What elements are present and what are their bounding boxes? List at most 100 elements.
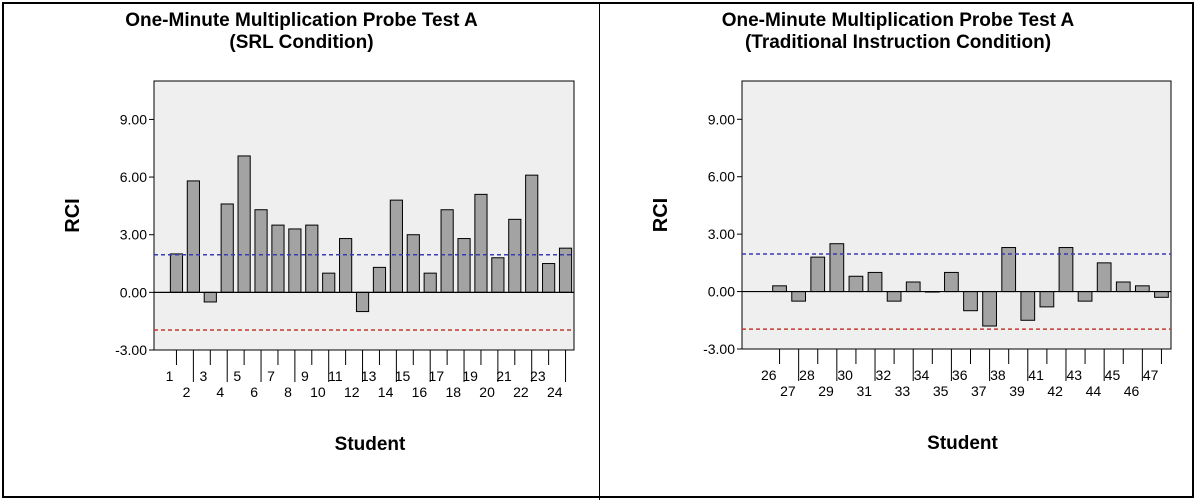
x-tick-label: 6 [250, 384, 258, 400]
bar [508, 218, 522, 293]
x-tick-label: 20 [479, 384, 495, 400]
x-axis-title: Student [335, 434, 406, 455]
y-tick-label: 9.00 [708, 111, 735, 127]
bar [1154, 291, 1169, 298]
y-tick-label: 9.00 [120, 111, 147, 127]
y-tick-label: 0.00 [708, 284, 735, 300]
plot-area [741, 80, 1172, 350]
x-tick-label: 31 [856, 383, 872, 399]
bar [271, 224, 285, 293]
bar [355, 291, 370, 313]
srl-chart-panel: One-Minute Multiplication Probe Test A (… [4, 4, 600, 500]
bar [237, 155, 251, 293]
x-tick-label: 23 [530, 368, 546, 384]
x-tick-label: 4 [216, 384, 224, 400]
bar [1096, 262, 1112, 293]
bar [220, 203, 234, 293]
y-axis-title: RCI [62, 198, 84, 232]
bar [525, 174, 539, 293]
bar [867, 271, 883, 293]
x-axis-title: Student [927, 433, 998, 454]
bar [1134, 285, 1150, 293]
x-tick-label: 14 [378, 384, 394, 400]
chart-title-line1: One-Minute Multiplication Probe Test A [721, 10, 1075, 31]
x-tick-label: 29 [818, 383, 834, 399]
bar [305, 224, 319, 293]
x-tick-label: 41 [1028, 367, 1044, 383]
bar [406, 234, 420, 293]
x-tick-label: 34 [914, 367, 930, 383]
bar [322, 272, 336, 293]
x-tick-label: 9 [301, 368, 309, 384]
x-tick-label: 24 [547, 384, 563, 400]
bar [491, 257, 505, 293]
chart-title-line2: (Traditional Instruction Condition) [744, 32, 1052, 53]
bar [542, 263, 556, 293]
bar [1020, 291, 1036, 321]
bar [1077, 291, 1093, 302]
x-tick-label: 3 [199, 368, 207, 384]
x-tick-label: 36 [952, 367, 968, 383]
y-tick-label: 3.00 [120, 227, 147, 243]
x-tick-label: 8 [284, 384, 292, 400]
x-tick-label: 22 [513, 384, 529, 400]
bar [810, 256, 826, 293]
chart-title-line1: One-Minute Multiplication Probe Test A [125, 10, 478, 31]
bar [1039, 291, 1055, 308]
x-tick-label: 42 [1047, 383, 1063, 399]
bar [186, 180, 200, 293]
bar [982, 291, 997, 327]
y-tick-label: -3.00 [703, 341, 735, 357]
srl-bar-chart: -3.000.003.006.009.001234567891011121314… [62, 80, 575, 455]
x-tick-label: 7 [267, 368, 275, 384]
y-tick-label: 6.00 [120, 169, 147, 185]
x-tick-label: 17 [429, 368, 445, 384]
x-tick-label: 30 [837, 367, 853, 383]
chart-title-line2: (SRL Condition) [229, 32, 374, 53]
bar [772, 285, 787, 293]
y-tick-label: 3.00 [708, 226, 735, 242]
x-tick-label: 38 [990, 367, 1006, 383]
bar [886, 291, 902, 302]
x-tick-label: 1 [166, 368, 174, 384]
bar [389, 199, 403, 293]
bar [829, 243, 845, 293]
bar [440, 209, 454, 293]
bar [288, 228, 302, 293]
bar [848, 275, 864, 293]
bar [339, 238, 353, 293]
bar [169, 253, 184, 293]
bar [1115, 281, 1131, 293]
x-tick-label: 10 [310, 384, 326, 400]
x-tick-label: 32 [876, 367, 892, 383]
x-tick-label: 45 [1105, 367, 1121, 383]
x-tick-label: 47 [1143, 367, 1159, 383]
x-tick-label: 19 [462, 368, 478, 384]
bar [372, 266, 387, 293]
x-tick-label: 11 [328, 368, 343, 384]
x-tick-label: 21 [496, 368, 512, 384]
x-tick-label: 26 [761, 367, 777, 383]
x-tick-label: 37 [971, 383, 987, 399]
bar [791, 291, 807, 302]
x-tick-label: 27 [780, 383, 796, 399]
bar [474, 193, 488, 293]
bar [203, 291, 217, 303]
x-tick-label: 46 [1124, 383, 1140, 399]
x-tick-label: 15 [395, 368, 411, 384]
x-tick-label: 16 [412, 384, 428, 400]
bar [963, 291, 978, 312]
bar [423, 272, 437, 293]
bar [944, 271, 959, 293]
x-tick-label: 12 [344, 384, 360, 400]
bar [905, 281, 921, 293]
y-axis-title: RCI [650, 198, 672, 232]
x-tick-label: 5 [233, 368, 241, 384]
x-tick-label: 33 [895, 383, 911, 399]
x-tick-label: 13 [361, 368, 377, 384]
y-tick-label: 6.00 [708, 169, 735, 185]
x-tick-label: 28 [799, 367, 815, 383]
x-tick-label: 44 [1086, 383, 1102, 399]
